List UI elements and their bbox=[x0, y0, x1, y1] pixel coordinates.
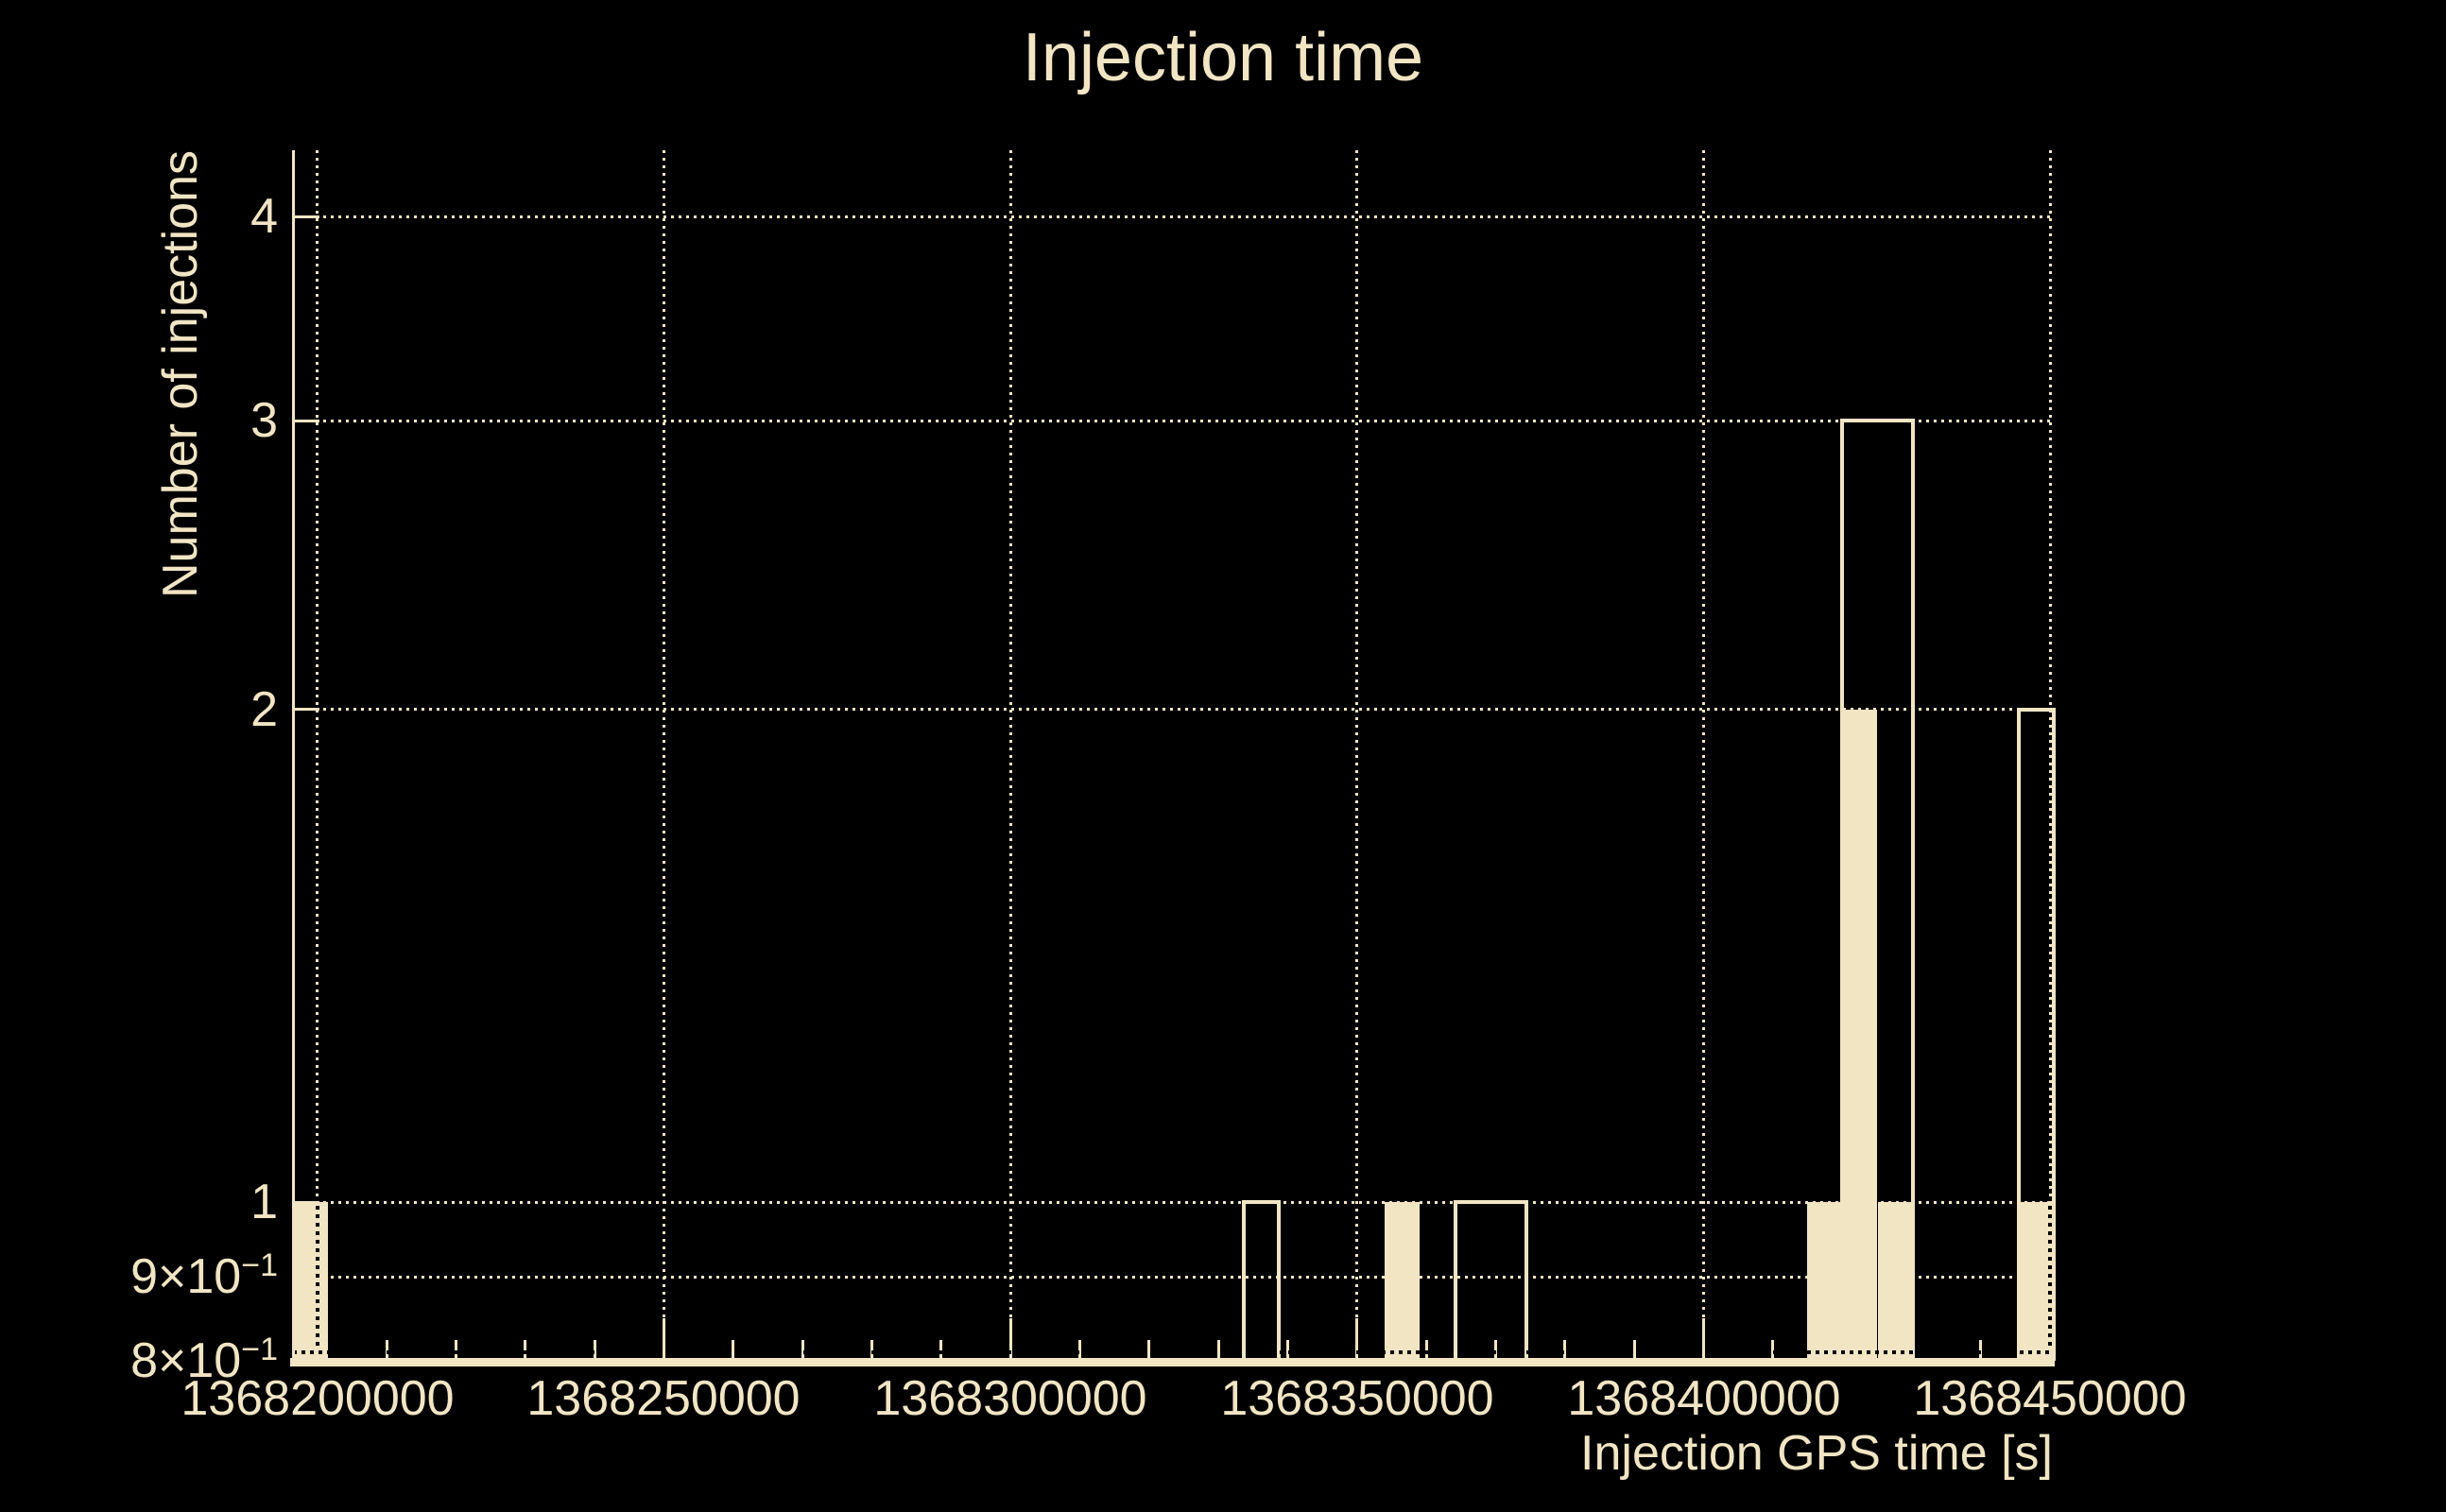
x-major-tick bbox=[1009, 1318, 1012, 1358]
x-gridline bbox=[663, 150, 665, 1358]
x-minor-tick bbox=[1217, 1340, 1220, 1358]
x-gridline-over-bar bbox=[2048, 1206, 2052, 1350]
x-major-tick bbox=[1702, 1318, 1705, 1358]
y-tick-label-base: 8×10 bbox=[130, 1333, 242, 1388]
y-tick-label: 8×10−1 bbox=[23, 1332, 278, 1388]
filled-histogram-bar bbox=[2019, 1202, 2054, 1361]
x-gridline bbox=[316, 150, 319, 1358]
y-tick-label-exponent: −1 bbox=[241, 1247, 278, 1283]
x-minor-tick bbox=[1563, 1340, 1566, 1358]
x-gridline bbox=[1009, 150, 1012, 1358]
filled-histogram-bar bbox=[293, 1202, 328, 1361]
x-minor-tick bbox=[1425, 1340, 1428, 1358]
x-minor-tick bbox=[1633, 1340, 1636, 1358]
y-gridline bbox=[293, 420, 2054, 422]
outlined-histogram-bar bbox=[1242, 1200, 1281, 1361]
x-axis-title: Injection GPS time [s] bbox=[1580, 1426, 2053, 1481]
x-minor-tick bbox=[801, 1340, 804, 1358]
x-tick-label: 1368250000 bbox=[526, 1371, 801, 1426]
outlined-histogram-bar bbox=[1454, 1200, 1528, 1361]
x-minor-tick bbox=[939, 1340, 942, 1358]
x-minor-tick bbox=[594, 1340, 596, 1358]
filled-histogram-bar bbox=[1385, 1202, 1420, 1361]
y-gridline bbox=[293, 1276, 2054, 1279]
x-gridline-over-bar bbox=[316, 1206, 319, 1350]
y-tick-label-base: 9×10 bbox=[130, 1249, 242, 1304]
x-minor-tick bbox=[1147, 1340, 1150, 1358]
x-tick-label: 1368450000 bbox=[1913, 1371, 2187, 1426]
x-minor-tick bbox=[455, 1340, 457, 1358]
x-tick-label: 1368200000 bbox=[181, 1371, 455, 1426]
y-major-tick bbox=[294, 708, 319, 711]
y-axis-line bbox=[292, 150, 295, 1365]
x-gridline bbox=[2049, 150, 2052, 1358]
y-gridline bbox=[293, 708, 2054, 711]
x-minor-tick bbox=[1286, 1340, 1289, 1358]
x-tick-label: 1368350000 bbox=[1220, 1371, 1494, 1426]
y-tick-label: 4 bbox=[250, 189, 278, 244]
x-minor-tick bbox=[386, 1340, 388, 1358]
x-major-tick bbox=[663, 1318, 665, 1358]
outlined-histogram-bar bbox=[1840, 419, 1915, 1361]
x-gridline bbox=[1355, 150, 1358, 1358]
x-minor-tick bbox=[1979, 1340, 1982, 1358]
x-minor-tick bbox=[524, 1340, 526, 1358]
y-tick-label: 9×10−1 bbox=[23, 1247, 278, 1304]
baseline-gridline-over-bars bbox=[293, 1350, 2054, 1354]
y-gridline bbox=[293, 215, 2054, 218]
y-tick-label: 2 bbox=[250, 682, 278, 737]
y-tick-label: 3 bbox=[250, 393, 278, 448]
x-axis-line bbox=[290, 1358, 2055, 1366]
y-tick-label-exponent: −1 bbox=[241, 1332, 278, 1367]
filled-histogram-bar bbox=[1842, 710, 1877, 1361]
y-gridline bbox=[293, 1201, 2054, 1204]
x-gridline bbox=[1702, 150, 1705, 1358]
x-minor-tick bbox=[1771, 1340, 1774, 1358]
chart-title: Injection time bbox=[1022, 20, 1424, 95]
y-major-tick bbox=[294, 420, 319, 422]
y-major-tick bbox=[294, 215, 319, 218]
x-tick-label: 1368300000 bbox=[873, 1371, 1147, 1426]
y-tick-label: 1 bbox=[250, 1175, 278, 1229]
x-minor-tick bbox=[1078, 1340, 1081, 1358]
x-minor-tick bbox=[1494, 1340, 1497, 1358]
x-major-tick bbox=[1355, 1318, 1358, 1358]
x-tick-label: 1368400000 bbox=[1567, 1371, 1841, 1426]
filled-histogram-bar bbox=[1878, 1202, 1913, 1361]
x-minor-tick bbox=[870, 1340, 873, 1358]
outlined-histogram-bar bbox=[2017, 708, 2056, 1361]
x-minor-tick bbox=[732, 1340, 734, 1358]
filled-histogram-bar bbox=[1807, 1202, 1842, 1361]
